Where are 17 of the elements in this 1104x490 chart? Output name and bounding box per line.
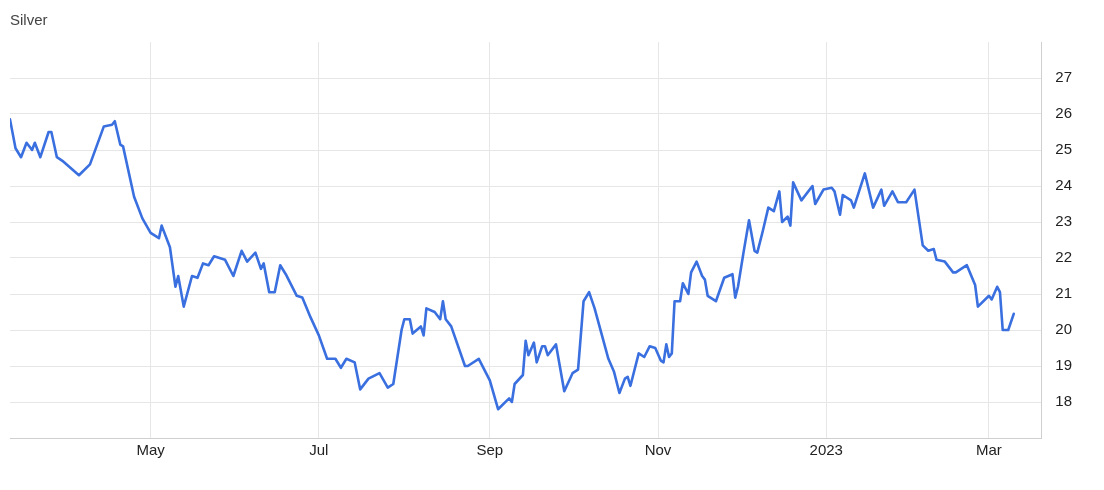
x-tick-label: 2023 <box>809 441 843 459</box>
y-tick-label: 23 <box>1055 212 1072 230</box>
chart-title: Silver <box>10 11 48 29</box>
y-tick-label: 27 <box>1055 68 1072 86</box>
y-tick-label: 21 <box>1055 284 1072 302</box>
x-tick-label: Mar <box>976 441 1002 459</box>
y-tick-label: 19 <box>1055 356 1072 374</box>
x-tick-label: Jul <box>309 441 329 459</box>
y-tick-label: 24 <box>1055 176 1072 194</box>
y-tick-label: 22 <box>1055 248 1072 266</box>
y-tick-label: 26 <box>1055 104 1072 122</box>
x-tick-label: Nov <box>644 441 672 459</box>
y-tick-label: 18 <box>1055 392 1072 410</box>
y-tick-label: 20 <box>1055 320 1072 338</box>
x-tick-label: Sep <box>476 441 504 459</box>
y-tick-label: 25 <box>1055 140 1072 158</box>
x-tick-label: May <box>136 441 166 459</box>
